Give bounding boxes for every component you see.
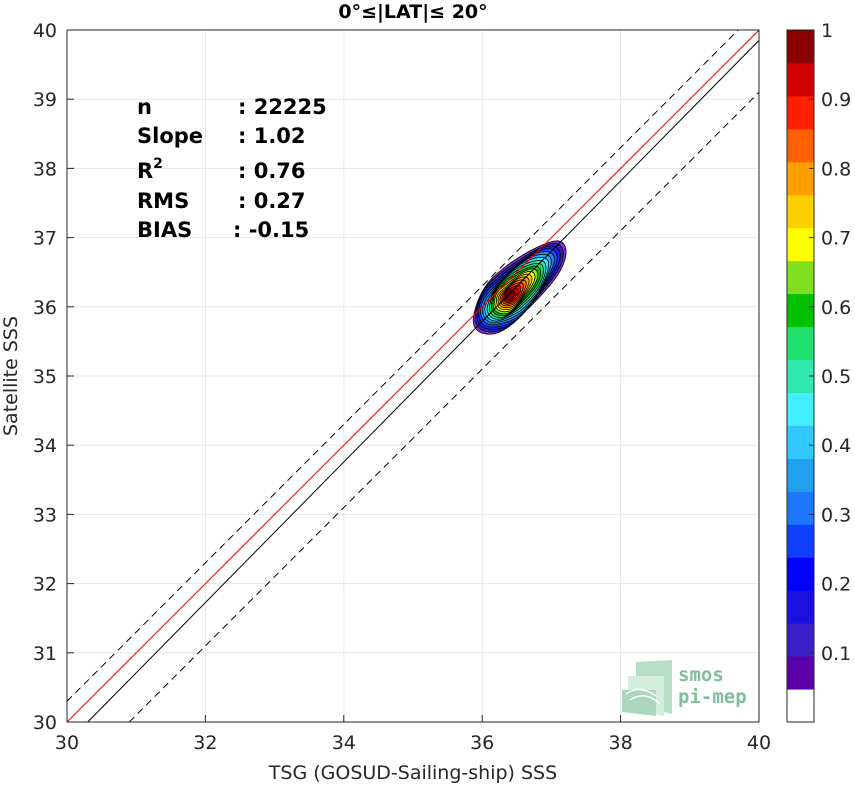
colorbar-swatch	[787, 524, 814, 558]
y-tick-label: 38	[33, 158, 57, 180]
stat-slope-value: : 1.02	[238, 124, 306, 148]
colorbar-tick-label: 0.4	[821, 435, 851, 457]
logo-text-smos: smos	[678, 664, 724, 686]
colorbar-tick-label: 0.8	[821, 158, 851, 180]
grid	[66, 29, 760, 723]
colorbar-swatch	[787, 260, 814, 295]
colorbar-swatch	[787, 326, 814, 361]
colorbar-swatch	[787, 590, 814, 624]
smos-pimep-logo: smos pi-mep	[622, 660, 747, 716]
colorbar-swatch	[787, 623, 814, 657]
y-axis-ticks: 30 31 32 33 34 35 36 37 38 39 40	[33, 20, 74, 734]
colorbar-swatch	[787, 557, 814, 591]
y-tick-label: 33	[33, 504, 57, 526]
x-tick-label: 40	[747, 732, 771, 754]
colorbar-tick-label: 0.7	[821, 228, 851, 250]
colorbar-swatch	[787, 227, 814, 262]
colorbar-swatch	[787, 656, 814, 690]
colorbar-swatch	[787, 128, 814, 163]
colorbar-swatch	[787, 30, 814, 64]
colorbar-swatch	[787, 689, 814, 723]
colorbar-swatch	[787, 293, 814, 328]
y-tick-label: 39	[33, 89, 57, 111]
stat-n-label: n	[137, 95, 152, 119]
density-contours	[472, 240, 567, 335]
y-tick-label: 31	[33, 643, 57, 665]
colorbar-swatch	[787, 62, 814, 97]
y-tick-label: 32	[33, 574, 57, 596]
x-tick-label: 32	[193, 732, 217, 754]
colorbar	[787, 30, 814, 723]
stat-bias-label: BIAS	[137, 218, 192, 242]
colorbar-tick-label: 0.2	[821, 574, 851, 596]
colorbar-tick-label: 0.3	[821, 504, 851, 526]
y-tick-label: 30	[33, 712, 57, 734]
colorbar-tick-label: 0.6	[821, 297, 851, 319]
y-tick-label: 40	[33, 20, 57, 42]
logo-text-pimep: pi-mep	[678, 686, 747, 708]
y-tick-label: 34	[33, 435, 57, 457]
stat-r2-label: R2	[137, 156, 163, 183]
y-axis-label: Satellite SSS	[0, 316, 22, 436]
stat-rms-label: RMS	[137, 189, 189, 213]
stat-r2-sup: 2	[153, 156, 163, 172]
colorbar-tick-label: 0.5	[821, 366, 851, 388]
colorbar-swatch	[787, 161, 814, 196]
x-tick-label: 34	[332, 732, 356, 754]
regression-line	[87, 40, 759, 722]
lower-bound-line	[128, 91, 759, 722]
stats-box: n : 22225 Slope : 1.02 R2 : 0.76 RMS : 0…	[137, 95, 327, 242]
logo-waves-icon	[622, 660, 672, 716]
x-tick-label: 36	[470, 732, 494, 754]
stat-r2-value: : 0.76	[238, 159, 306, 183]
colorbar-ticks: 0.1 0.2 0.3 0.4 0.5 0.6 0.7 0.8 0.9 1	[809, 20, 851, 665]
colorbar-tick-label: 0.9	[821, 89, 851, 111]
colorbar-swatch	[787, 392, 814, 426]
one-to-one-line	[67, 30, 759, 722]
colorbar-swatch	[787, 194, 814, 229]
colorbar-swatch	[787, 458, 814, 492]
colorbar-swatch	[787, 491, 814, 525]
stat-n-value: : 22225	[238, 95, 327, 119]
y-tick-label: 36	[33, 297, 57, 319]
x-axis-label: TSG (GOSUD-Sailing-ship) SSS	[268, 762, 557, 784]
colorbar-swatch	[787, 95, 814, 130]
x-tick-label: 30	[55, 732, 79, 754]
x-axis-ticks: 30 32 34 36 38 40	[55, 715, 771, 754]
stat-rms-value: : 0.27	[238, 189, 306, 213]
colorbar-swatch	[787, 425, 814, 459]
chart-title: 0°≤|LAT|≤ 20°	[338, 1, 487, 23]
stat-bias-value: : -0.15	[233, 218, 309, 242]
x-tick-label: 38	[609, 732, 633, 754]
reference-lines	[67, 30, 759, 722]
colorbar-tick-label: 1	[821, 20, 833, 42]
stat-slope-label: Slope	[137, 124, 203, 148]
y-tick-label: 35	[33, 366, 57, 388]
colorbar-tick-label: 0.1	[821, 643, 851, 665]
y-tick-label: 37	[33, 228, 57, 250]
